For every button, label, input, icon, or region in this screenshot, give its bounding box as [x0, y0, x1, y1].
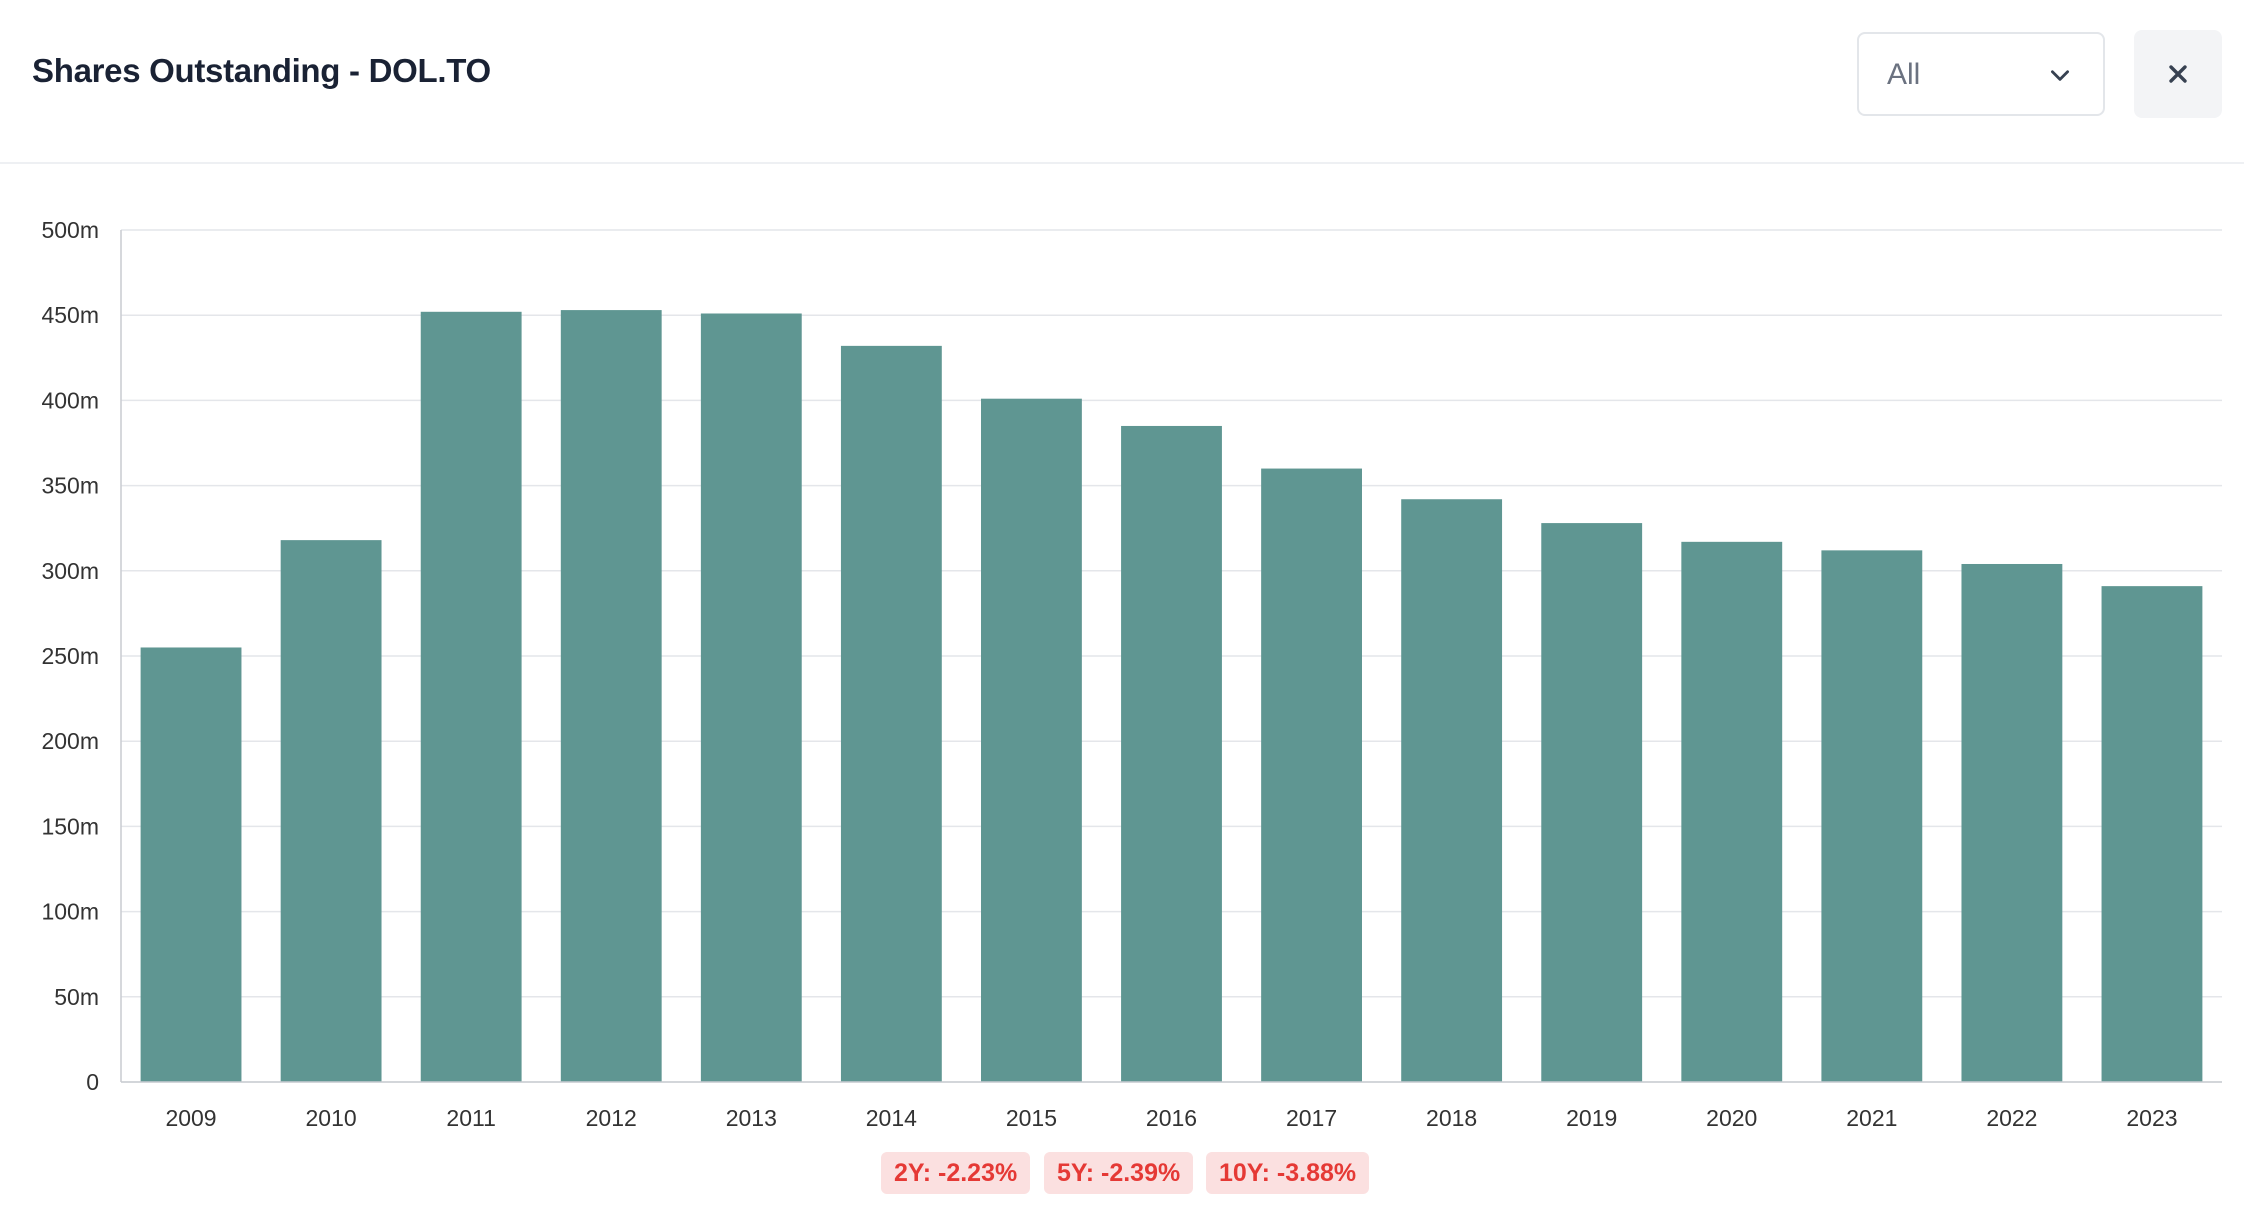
x-tick-label: 2017 [1286, 1105, 1337, 1131]
bar-2019[interactable] [1541, 523, 1643, 1082]
y-tick-label: 100m [41, 899, 99, 925]
y-tick-label: 350m [41, 473, 99, 499]
x-tick-label: 2015 [1006, 1105, 1057, 1131]
page-title: Shares Outstanding - DOL.TO [32, 52, 491, 89]
shares-outstanding-bar-chart: 0 50m 100m 150m 200m 250m 300m 350m 400m 450m 500m… [41, 217, 2222, 1131]
growth-badge-5y: 5Y: -2.39% [1044, 1152, 1194, 1194]
x-tick-label: 2020 [1706, 1105, 1757, 1131]
range-select-value: All [1887, 58, 1921, 91]
x-tick-label: 2014 [866, 1105, 917, 1131]
y-tick-label: 400m [41, 387, 99, 413]
x-tick-label: 2022 [1986, 1105, 2037, 1131]
x-tick-label: 2013 [726, 1105, 777, 1131]
growth-badges: 2Y: -2.23% 5Y: -2.39% 10Y: -3.88% [0, 1152, 2244, 1196]
y-tick-label: 450m [41, 302, 99, 328]
x-tick-label: 2021 [1846, 1105, 1897, 1131]
bar-2014[interactable] [840, 345, 942, 1082]
bar-2012[interactable] [560, 310, 662, 1082]
bar-2017[interactable] [1261, 468, 1362, 1082]
chart-header: Shares Outstanding - DOL.TO All [0, 0, 2244, 164]
x-tick-label: 2016 [1146, 1105, 1197, 1131]
x-tick-label: 2011 [446, 1105, 495, 1131]
y-tick-label: 50m [54, 984, 99, 1010]
bar-2015[interactable] [981, 398, 1082, 1082]
y-tick-label: 250m [41, 643, 99, 669]
close-button[interactable] [2134, 30, 2222, 118]
close-icon [2169, 65, 2187, 83]
bar-2020[interactable] [1681, 541, 1783, 1082]
x-tick-label: 2009 [165, 1105, 216, 1131]
growth-badge-10y: 10Y: -3.88% [1206, 1152, 1370, 1194]
x-tick-label: 2010 [306, 1105, 357, 1131]
x-tick-label: 2012 [586, 1105, 637, 1131]
bar-2011[interactable] [420, 311, 522, 1082]
bar-2010[interactable] [280, 540, 382, 1082]
bars [140, 310, 2203, 1083]
bar-2013[interactable] [700, 313, 802, 1083]
chevron-down-icon [2051, 70, 2069, 81]
axes: 0 50m 100m 150m 200m 250m 300m 350m 400m 450m 500m… [41, 217, 2222, 1131]
bar-2023[interactable] [2101, 586, 2203, 1082]
y-tick-label: 150m [41, 813, 99, 839]
y-tick-label: 300m [41, 558, 99, 584]
bar-2021[interactable] [1821, 550, 1923, 1082]
x-tick-label: 2019 [1566, 1105, 1617, 1131]
y-tick-label: 200m [41, 728, 99, 754]
bar-2009[interactable] [140, 647, 242, 1082]
y-tick-label: 0 [86, 1069, 99, 1095]
bar-2022[interactable] [1961, 563, 2063, 1082]
x-tick-label: 2023 [2126, 1105, 2177, 1131]
growth-badge-2y: 2Y: -2.23% [881, 1152, 1031, 1194]
bar-2016[interactable] [1121, 425, 1222, 1083]
x-tick-label: 2018 [1426, 1105, 1477, 1131]
range-select[interactable]: All [1857, 32, 2105, 116]
bar-2018[interactable] [1401, 499, 1503, 1082]
y-tick-label: 500m [41, 217, 99, 243]
